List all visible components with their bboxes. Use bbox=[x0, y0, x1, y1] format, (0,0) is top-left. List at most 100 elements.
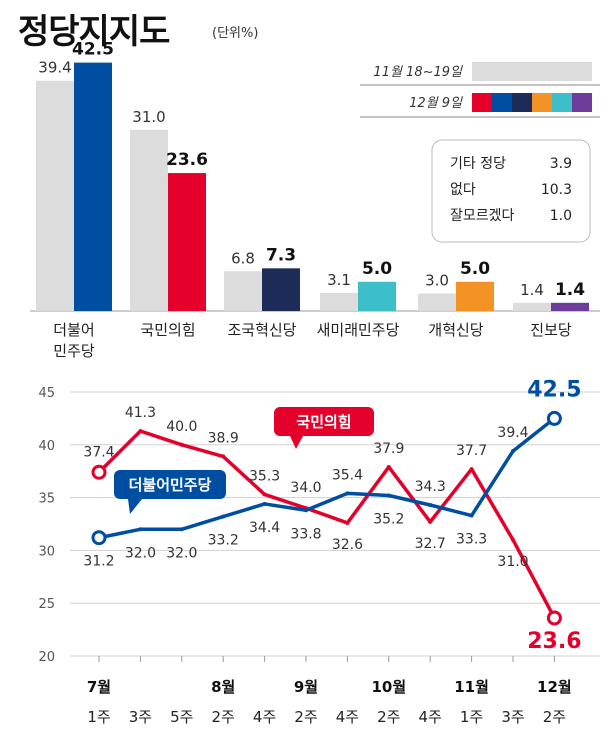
x-week-label: 4주 bbox=[253, 708, 276, 726]
data-point bbox=[138, 527, 143, 532]
data-label: 37.7 bbox=[456, 443, 487, 459]
bar-category-label: 조국혁신당 bbox=[227, 321, 296, 339]
bar-value-curr: 7.3 bbox=[266, 245, 296, 265]
series-line-dp bbox=[98, 417, 556, 540]
series-tag-ppp-box bbox=[274, 407, 374, 436]
other-label: 잘모르겠다 bbox=[450, 208, 515, 224]
series-tag-ppp-pointer bbox=[290, 436, 303, 449]
bar-prev bbox=[36, 80, 74, 312]
data-point bbox=[546, 410, 562, 426]
y-tick-label: 30 bbox=[38, 544, 55, 559]
x-week-label: 3주 bbox=[501, 708, 524, 726]
other-label: 없다 bbox=[450, 182, 476, 198]
bar-value-curr: 5.0 bbox=[460, 259, 490, 279]
data-point bbox=[91, 530, 107, 546]
bar-value-prev: 1.4 bbox=[520, 281, 544, 299]
legend-curr-swatch bbox=[572, 93, 592, 112]
data-label: 33.8 bbox=[290, 526, 321, 542]
data-point bbox=[428, 502, 433, 507]
x-week-label: 2주 bbox=[543, 708, 566, 726]
data-point bbox=[179, 442, 184, 447]
other-label: 기타 정당 bbox=[450, 156, 506, 172]
data-point bbox=[469, 513, 474, 518]
data-point bbox=[428, 519, 433, 524]
x-month-label: 11월 bbox=[454, 678, 489, 696]
bar-value-prev: 3.0 bbox=[425, 271, 449, 289]
data-label: 33.2 bbox=[208, 533, 239, 549]
bar-category-label: 민주당 bbox=[53, 342, 95, 360]
legend: 11월 18~19일 12월 9일 bbox=[360, 62, 600, 118]
bar-curr bbox=[74, 62, 112, 311]
data-point bbox=[511, 449, 515, 454]
y-tick-label: 45 bbox=[38, 386, 55, 401]
y-tick-label: 20 bbox=[38, 650, 55, 665]
other-value: 10.3 bbox=[541, 182, 572, 198]
data-label: 37.9 bbox=[373, 441, 404, 457]
data-point bbox=[221, 454, 226, 459]
x-week-label: 4주 bbox=[336, 708, 359, 726]
bar-value-curr: 1.4 bbox=[555, 280, 585, 300]
data-label: 35.2 bbox=[373, 511, 404, 527]
bar-value-curr: 5.0 bbox=[362, 259, 392, 279]
data-label: 23.6 bbox=[527, 629, 581, 654]
data-label: 40.0 bbox=[166, 419, 197, 435]
x-month-label: 7월 bbox=[87, 678, 111, 696]
bar-value-curr: 23.6 bbox=[166, 150, 208, 170]
data-label: 38.9 bbox=[208, 430, 239, 446]
bar-category-label: 더불어 bbox=[53, 321, 94, 339]
data-label: 31.0 bbox=[497, 554, 528, 570]
bar-value-prev: 31.0 bbox=[132, 108, 165, 126]
data-label: 34.3 bbox=[415, 479, 446, 495]
x-month-label: 9월 bbox=[294, 678, 318, 696]
legend-curr-swatch bbox=[512, 93, 532, 112]
data-point bbox=[138, 429, 143, 434]
page-title: 정당지지도 bbox=[18, 12, 170, 52]
data-label: 34.0 bbox=[290, 480, 321, 496]
data-label: 39.4 bbox=[497, 425, 528, 441]
other-value: 3.9 bbox=[550, 156, 572, 172]
bar-category-label: 개혁신당 bbox=[428, 321, 483, 339]
x-month-label: 10월 bbox=[371, 678, 406, 696]
other-value: 1.0 bbox=[550, 208, 572, 224]
x-week-label: 1주 bbox=[87, 708, 110, 726]
legend-curr-swatch bbox=[532, 93, 552, 112]
bar-curr bbox=[456, 281, 494, 311]
bar-value-prev: 39.4 bbox=[38, 59, 71, 77]
data-point bbox=[511, 537, 515, 542]
bar-curr bbox=[358, 281, 396, 311]
x-month-label: 12월 bbox=[537, 678, 572, 696]
other-box-frame bbox=[431, 139, 591, 243]
data-label: 35.3 bbox=[249, 468, 280, 484]
bar-prev bbox=[224, 271, 262, 311]
data-label: 42.5 bbox=[527, 377, 581, 402]
line-chart: 45 40 35 30 25 20 37.4 41.3 40.0 38.9 35.3 34.0 32.… bbox=[38, 377, 600, 726]
y-tick-label: 35 bbox=[38, 492, 55, 507]
data-point bbox=[345, 491, 350, 496]
bar-value-prev: 6.8 bbox=[231, 249, 255, 267]
data-point bbox=[469, 467, 474, 472]
series-line-ppp bbox=[97, 429, 556, 619]
legend-curr-swatches bbox=[472, 93, 592, 112]
data-label: 32.0 bbox=[166, 545, 197, 561]
data-label: 34.4 bbox=[249, 520, 280, 536]
data-label: 32.0 bbox=[125, 545, 156, 561]
legend-curr-swatch bbox=[492, 93, 512, 112]
unit-label: (단위%) bbox=[212, 26, 259, 41]
bar-value-curr: 42.5 bbox=[72, 40, 114, 60]
legend-curr-swatch bbox=[552, 93, 572, 112]
legend-curr-label: 12월 9일 bbox=[409, 96, 463, 111]
x-month-label: 8월 bbox=[211, 678, 235, 696]
data-point bbox=[386, 464, 391, 469]
series-tag-dp-label: 더불어민주당 bbox=[129, 476, 212, 494]
bar-curr bbox=[168, 173, 206, 311]
data-label: 41.3 bbox=[125, 405, 156, 421]
legend-curr-swatch bbox=[472, 93, 492, 112]
y-tick-label: 40 bbox=[38, 439, 55, 454]
data-label: 32.6 bbox=[332, 537, 363, 553]
data-label: 37.4 bbox=[83, 444, 114, 460]
bar-chart: 39.442.5 더불어민주당 31.0 23.6 국민의힘 6.8 7.3 조국혁신당 3.1… bbox=[30, 40, 600, 360]
data-label: 35.4 bbox=[332, 467, 363, 483]
data-point bbox=[262, 492, 267, 497]
series-tag-dp-box bbox=[114, 470, 226, 499]
data-label: 32.7 bbox=[415, 536, 446, 552]
